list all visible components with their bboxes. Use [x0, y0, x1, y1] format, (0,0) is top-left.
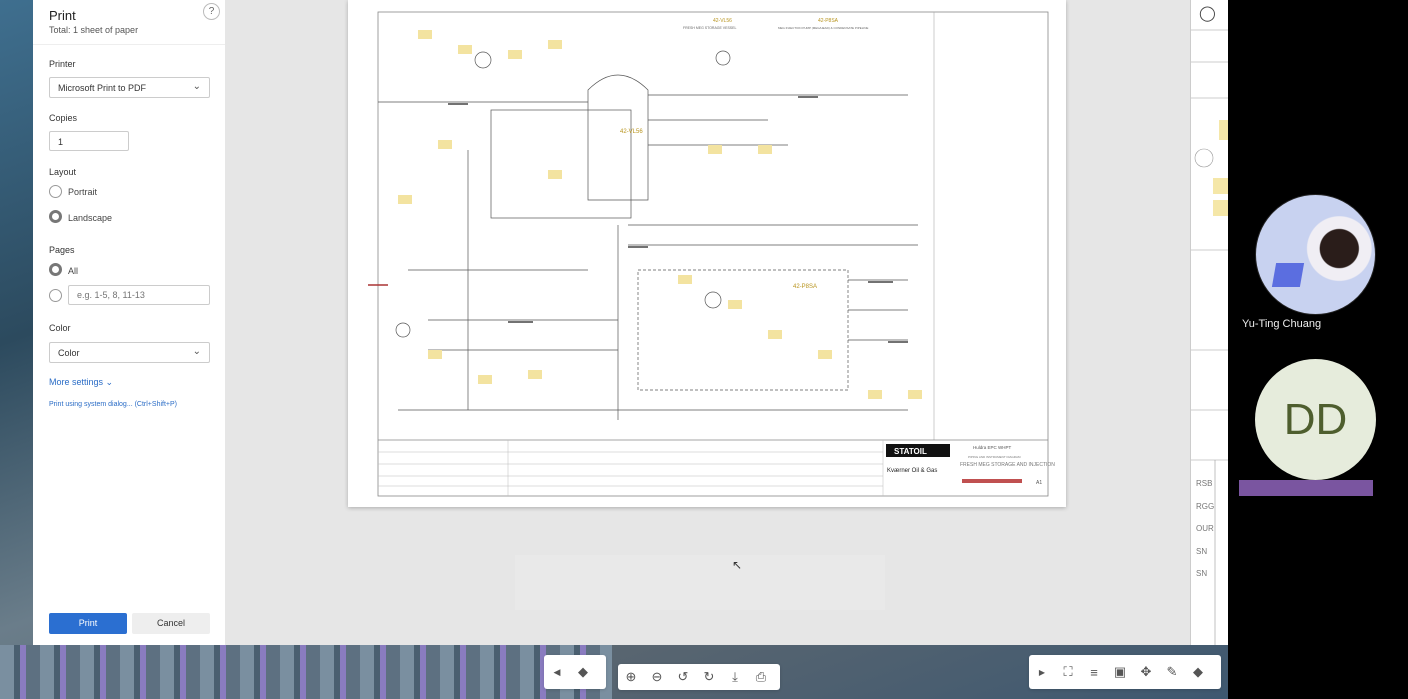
pages-all-radio[interactable]: [49, 263, 62, 276]
right-toolbar: ▶ ⛶ ≡ ▣ ✥ ✎ ◆: [1029, 655, 1221, 689]
help-icon[interactable]: ?: [203, 3, 220, 20]
rotate-right-icon[interactable]: ↻: [703, 669, 715, 684]
chevron-right-icon[interactable]: ▶: [1038, 667, 1046, 677]
mouse-cursor: ↖: [732, 558, 743, 572]
printer-value: Microsoft Print to PDF: [58, 83, 147, 93]
layers-icon[interactable]: ◆: [1193, 664, 1203, 679]
zoom-out-icon[interactable]: ⊖: [651, 669, 663, 684]
doc-title: FRESH MEG STORAGE AND INJECTION: [960, 462, 1055, 468]
color-select[interactable]: Color ⌄: [49, 342, 210, 363]
doc-type: PIPING AND INSTRUMENT DIAGRAM: [968, 455, 1021, 459]
portrait-label: Portrait: [68, 187, 98, 197]
contractor: Kværner Oil & Gas: [887, 468, 937, 474]
pages-custom-radio[interactable]: [49, 289, 62, 302]
filter-icon[interactable]: ≡: [1090, 664, 1098, 680]
project-name: Huldra EPC WHPT: [973, 445, 1012, 450]
chevron-down-icon: ⌄: [192, 81, 201, 92]
zoom-in-icon[interactable]: ⊕: [625, 669, 637, 684]
strip-label: SN: [1196, 569, 1208, 578]
participant-video-yu-ting[interactable]: [1255, 194, 1376, 315]
chevron-down-icon: ⌄: [105, 377, 114, 387]
pump-tag: 42-P8SA: [793, 284, 817, 290]
download-icon[interactable]: ⤓: [732, 669, 738, 684]
strip-label: RSB: [1196, 479, 1213, 488]
participant-avatar-dd[interactable]: DD: [1255, 359, 1376, 480]
viewer-toolbar: ⊕ ⊖ ↺ ↻ ⤓ ⎙: [618, 664, 780, 690]
move-icon[interactable]: ✥: [1140, 664, 1152, 679]
sheet-count: Total: 1 sheet of paper: [49, 25, 139, 35]
more-settings-text: More settings: [49, 377, 104, 387]
divider: [33, 44, 225, 45]
print-button[interactable]: Print: [49, 613, 127, 634]
cancel-button[interactable]: Cancel: [132, 613, 210, 634]
printer-select[interactable]: Microsoft Print to PDF ⌄: [49, 77, 210, 98]
pages-label: Pages: [49, 245, 75, 255]
background-drawing-strip: ◯ RSB RGG OUR SN SN: [1190, 0, 1228, 645]
layout-label: Layout: [49, 167, 77, 177]
video-content: [1271, 263, 1305, 287]
print-title: Print: [49, 8, 76, 23]
3d-pipes-view: [0, 645, 612, 699]
pid-diagram: 42-VL56 42-P8SA 42-VL56 FRESH MEG STORAG…: [368, 11, 1055, 497]
vessel-header: 42-VL56: [713, 18, 732, 24]
camera-icon[interactable]: ▣: [1113, 664, 1127, 679]
pages-custom-input[interactable]: [68, 285, 210, 305]
copies-label: Copies: [49, 113, 78, 123]
layers-icon[interactable]: ◆: [578, 664, 588, 679]
chevron-down-icon: ⌄: [192, 346, 201, 357]
copies-input[interactable]: 1: [49, 131, 129, 151]
rotate-left-icon[interactable]: ↺: [677, 669, 689, 684]
fullscreen-icon[interactable]: ⛶: [1063, 664, 1073, 679]
print-panel: Print Total: 1 sheet of paper ? Printer …: [33, 0, 225, 645]
landscape-label: Landscape: [68, 213, 113, 223]
pump-title: MEG INJECTION PUMP (MEG/HEAD) & CONDENSA…: [778, 26, 868, 30]
participant-name-bar: [1239, 480, 1373, 496]
more-settings-link[interactable]: More settings ⌄: [49, 377, 113, 388]
printer-label: Printer: [49, 59, 76, 69]
participant-name: Yu-Ting Chuang: [1242, 318, 1322, 330]
vessel-tag: 42-VL56: [620, 129, 643, 135]
vessel-title: FRESH MEG STORAGE VESSEL: [683, 26, 736, 30]
preview-page: 42-VL56 42-P8SA 42-VL56 FRESH MEG STORAG…: [348, 0, 1066, 507]
print-preview-area: 42-VL56 42-P8SA 42-VL56 FRESH MEG STORAG…: [225, 0, 1190, 645]
strip-label: SN: [1196, 546, 1208, 556]
print-icon[interactable]: ⎙: [755, 669, 767, 684]
portrait-radio[interactable]: [49, 185, 62, 198]
pump-header: 42-P8SA: [818, 18, 839, 24]
chevron-left-icon[interactable]: ◀: [553, 666, 561, 677]
left-toolbar: ◀ ◆: [544, 655, 606, 689]
pages-all-label: All: [68, 266, 79, 276]
color-value: Color: [58, 348, 80, 358]
company-logo: STATOIL: [894, 447, 927, 456]
sheet-size: A1: [1036, 480, 1042, 486]
color-label: Color: [49, 323, 71, 333]
preview-placeholder: [515, 555, 885, 610]
strip-label: OUR: [1196, 524, 1214, 533]
strip-label: RGG: [1196, 501, 1215, 511]
landscape-radio[interactable]: [49, 210, 62, 223]
pencil-icon[interactable]: ✎: [1166, 664, 1178, 679]
user-icon[interactable]: ◯: [1199, 5, 1216, 22]
system-dialog-link[interactable]: Print using system dialog... (Ctrl+Shift…: [49, 401, 177, 408]
